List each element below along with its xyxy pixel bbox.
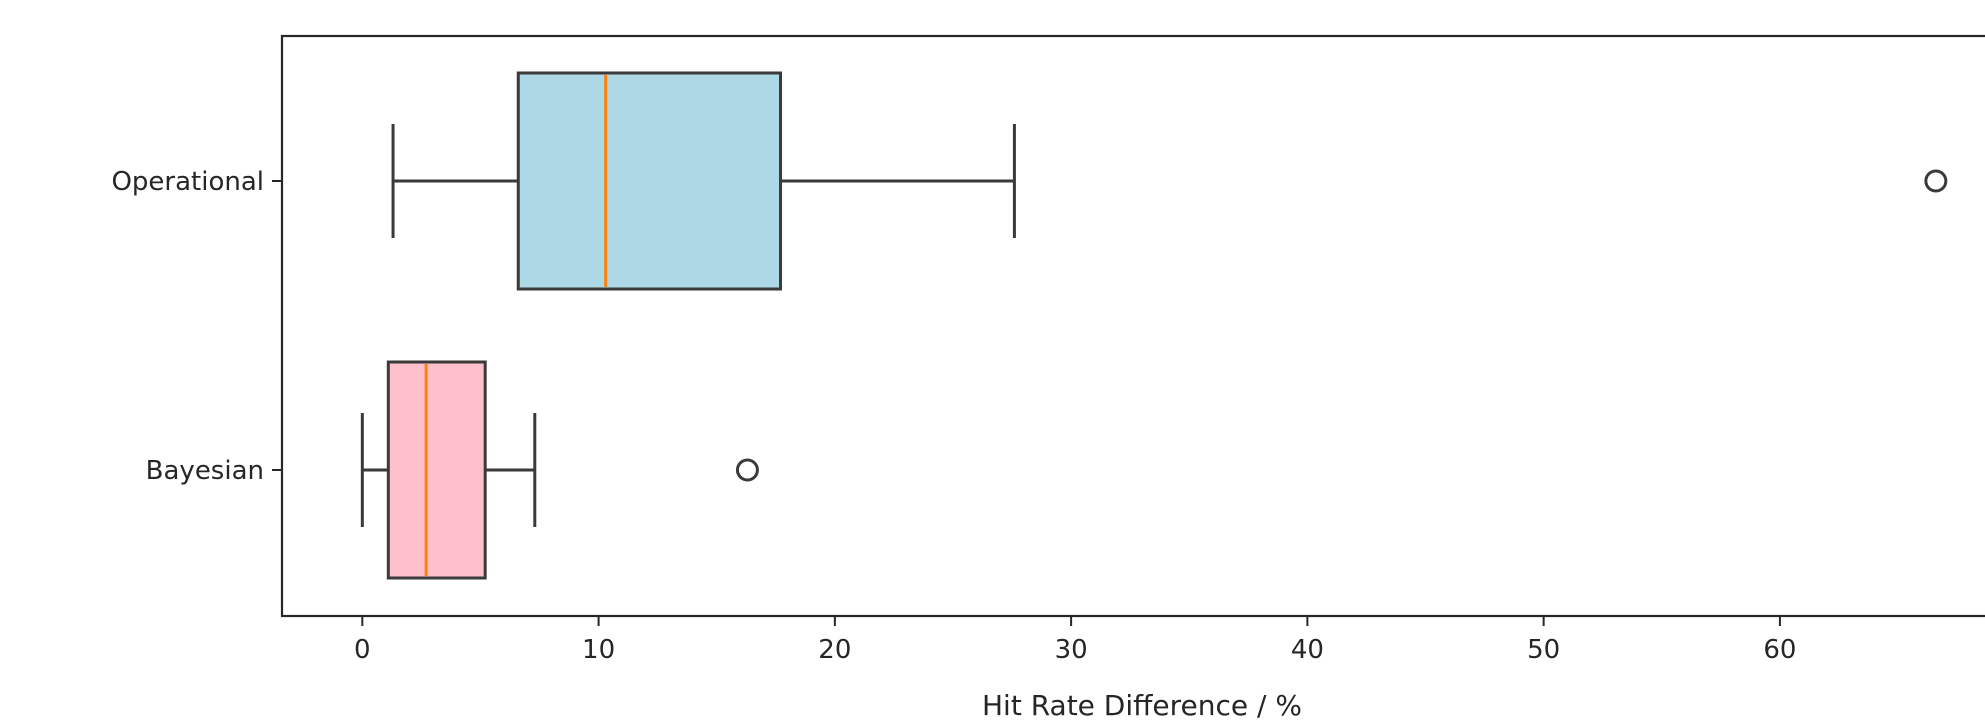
x-tick-label: 60 bbox=[1763, 635, 1796, 665]
iqr-box bbox=[386, 360, 487, 580]
box-group-bayesian bbox=[360, 360, 759, 580]
y-tick-label: Bayesian bbox=[146, 456, 264, 486]
x-tick-label: 40 bbox=[1291, 635, 1324, 665]
x-tick-label: 50 bbox=[1527, 635, 1560, 665]
plot-frame bbox=[280, 34, 1985, 618]
x-tick-label: 10 bbox=[582, 635, 615, 665]
x-tick-label: 20 bbox=[818, 635, 851, 665]
box-series bbox=[360, 71, 1948, 580]
x-axis-label: Hit Rate Difference / % bbox=[982, 689, 1302, 721]
x-tick-label: 30 bbox=[1055, 635, 1088, 665]
x-tick-label: 0 bbox=[354, 635, 371, 665]
x-axis-ticks: 0 10 20 30 40 50 60 bbox=[354, 616, 1796, 665]
outlier-point bbox=[1924, 169, 1948, 193]
box-group-operational bbox=[391, 71, 1948, 291]
iqr-box bbox=[516, 71, 783, 291]
outlier-point bbox=[735, 458, 759, 482]
y-axis-ticks: Operational Bayesian bbox=[111, 167, 282, 486]
y-tick-label: Operational bbox=[111, 167, 264, 197]
